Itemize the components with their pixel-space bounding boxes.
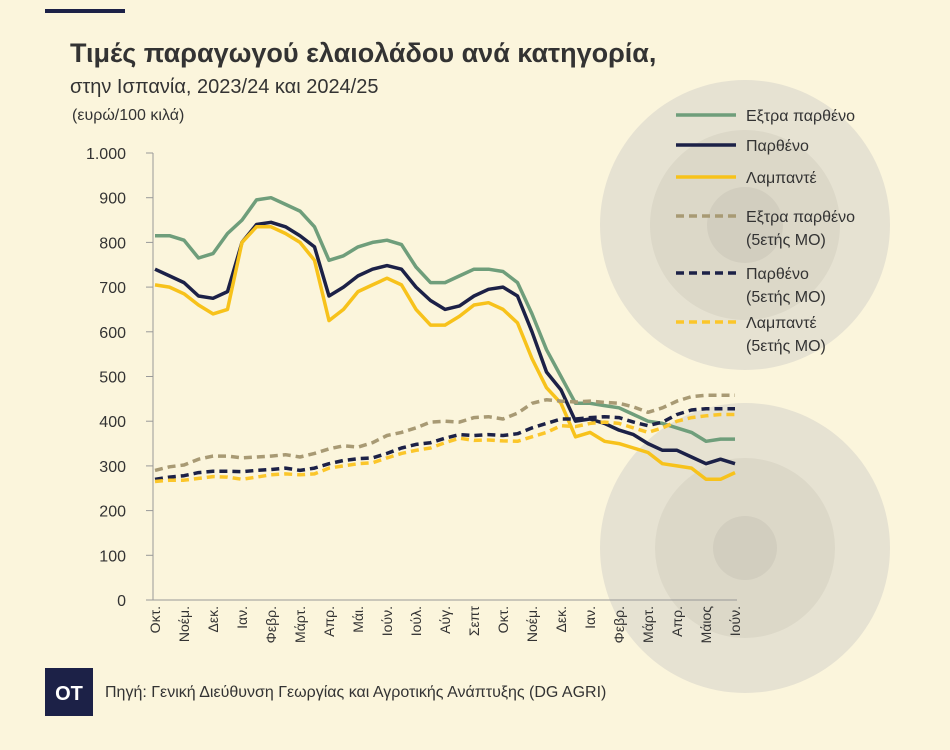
y-tick-label: 300 <box>99 459 126 476</box>
x-tick-label: Ιαν. <box>582 606 598 629</box>
y-tick-label: 500 <box>99 370 126 387</box>
y-tick-label: 600 <box>99 325 126 342</box>
x-tick-label: Σεπτ <box>466 606 482 637</box>
legend-label: Εξτρα παρθένο (5ετής ΜΟ) <box>746 209 855 249</box>
y-tick-label: 0 <box>117 593 126 610</box>
legend-label: Παρθένο (5ετής ΜΟ) <box>746 266 826 306</box>
x-tick-label: Οκτ. <box>147 606 163 633</box>
legend-line: (5ετής ΜΟ) <box>746 232 826 249</box>
x-tick-label: Ιούν. <box>727 606 743 636</box>
legend-line: (5ετής ΜΟ) <box>746 289 826 306</box>
chart-title: Τιμές παραγωγού ελαιολάδου ανά κατηγορία… <box>70 38 656 68</box>
y-tick-label: 900 <box>99 191 126 208</box>
x-tick-label: Μάιος <box>698 606 714 644</box>
x-tick-label: Νοέμ. <box>524 606 540 642</box>
y-tick-label: 200 <box>99 504 126 521</box>
x-tick-label: Δεκ. <box>553 606 569 632</box>
x-tick-label: Απρ. <box>321 606 337 637</box>
y-tick-label: 400 <box>99 414 126 431</box>
x-tick-label: Μάρτ. <box>640 606 656 643</box>
y-tick-label: 700 <box>99 280 126 297</box>
x-tick-label: Νοέμ. <box>176 606 192 642</box>
x-tick-label: Φεβρ. <box>611 606 627 643</box>
legend-line: (5ετής ΜΟ) <box>746 338 826 355</box>
x-tick-label: Δεκ. <box>205 606 221 632</box>
x-tick-label: Ιούλ. <box>408 606 424 636</box>
series-line <box>155 195 735 444</box>
legend-label: Παρθένο <box>746 138 809 155</box>
x-tick-label: Ιούν. <box>379 606 395 636</box>
legend-line: Παρθένο <box>746 266 809 283</box>
x-tick-label: Μάι. <box>350 606 366 633</box>
legend-line: Λαμπαντέ <box>746 315 817 332</box>
legend-label: Λαμπαντέ <box>746 170 817 187</box>
chart-subtitle: στην Ισπανία, 2023/24 και 2024/25 <box>70 76 379 98</box>
legend-label: Λαμπαντέ (5ετής ΜΟ) <box>746 315 826 355</box>
legend-label: Εξτρα παρθένο <box>746 108 855 125</box>
decoration <box>600 80 890 693</box>
legend-line: Εξτρα παρθένο <box>746 209 855 226</box>
logo-box <box>45 668 93 716</box>
x-tick-label: Φεβρ. <box>263 606 279 643</box>
x-tick-label: Ιαν. <box>234 606 250 629</box>
source: Πηγή: Γενική Διεύθυνση Γεωργίας και Αγρο… <box>105 684 606 701</box>
logo: ΟΤ <box>55 683 83 705</box>
x-tick-label: Απρ. <box>669 606 685 637</box>
series-line <box>154 393 735 473</box>
y-tick-label: 1.000 <box>86 146 126 163</box>
series-line <box>154 225 736 482</box>
series-line <box>154 412 735 484</box>
x-tick-label: Οκτ. <box>495 606 511 633</box>
y-tick-label: 800 <box>99 235 126 252</box>
x-tick-label: Αύγ. <box>437 606 453 634</box>
accent-bar <box>45 9 125 13</box>
y-axis-label: (ευρώ/100 κιλά) <box>72 107 184 124</box>
series-line <box>154 406 735 482</box>
x-tick-label: Μάρτ. <box>292 606 308 643</box>
y-tick-label: 100 <box>99 548 126 565</box>
